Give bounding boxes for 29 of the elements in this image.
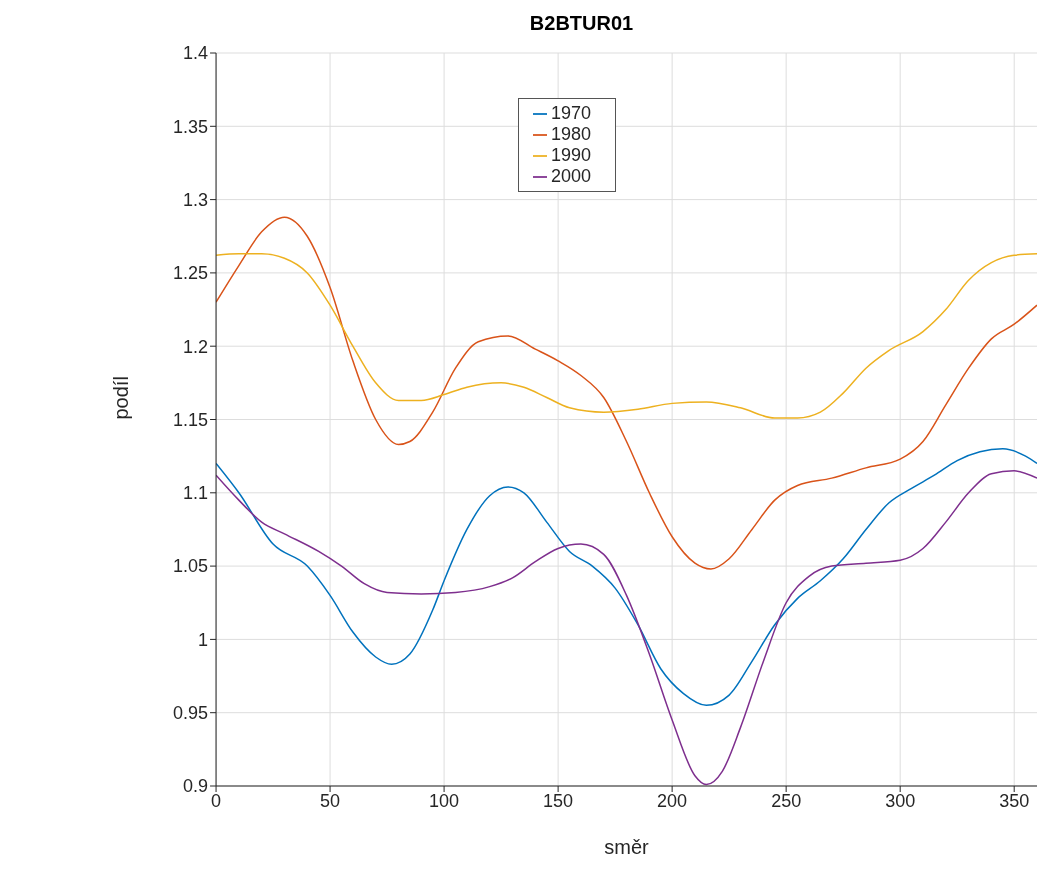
- y-tick-label: 1.4: [183, 43, 209, 64]
- y-tick-label: 1.1: [183, 483, 209, 504]
- x-tick-label: 100: [429, 790, 460, 811]
- y-tick-label: 0.9: [183, 776, 209, 797]
- y-tick-label: 1.3: [183, 189, 209, 210]
- line-series: [216, 216, 1037, 570]
- x-tick-label: 250: [771, 790, 802, 811]
- legend-label: 1990: [551, 145, 592, 165]
- y-tick-label: 1.35: [173, 116, 209, 137]
- legend-label: 1970: [551, 103, 592, 123]
- x-tick-label: 150: [543, 790, 574, 811]
- y-tick-label: 1.15: [173, 409, 209, 430]
- line-series: [216, 253, 1037, 419]
- line-series: [216, 448, 1037, 707]
- x-tick-label: 350: [999, 790, 1030, 811]
- y-tick-label: 1.25: [173, 263, 209, 284]
- y-tick-label: 1.05: [173, 556, 209, 577]
- y-tick-label: 0.95: [173, 703, 209, 724]
- x-axis-title: směr: [604, 836, 650, 858]
- x-tick-label: 300: [885, 790, 916, 811]
- y-tick-label: 1.2: [183, 336, 209, 357]
- y-tick-label: 1: [198, 629, 209, 650]
- y-axis-title: podíl: [110, 376, 133, 420]
- chart-title: B2BTUR01: [528, 12, 635, 35]
- x-tick-label: 200: [657, 790, 688, 811]
- legend-label: 1980: [551, 124, 592, 144]
- legend-label: 2000: [551, 166, 592, 186]
- x-tick-label: 0: [211, 790, 222, 811]
- x-tick-label: 50: [320, 790, 341, 811]
